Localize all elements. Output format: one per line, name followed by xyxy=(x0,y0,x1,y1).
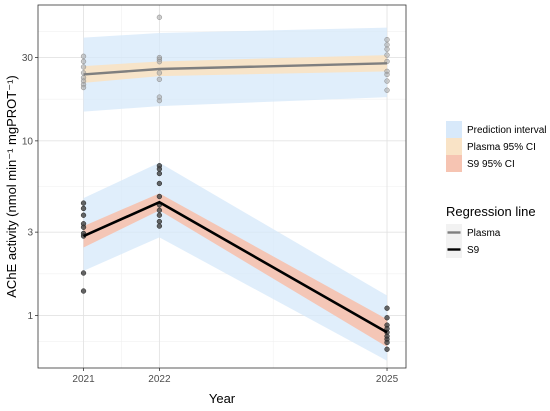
plasma-point xyxy=(384,87,390,93)
plasma-regression-line xyxy=(83,62,388,76)
legend-key-s9_ci xyxy=(446,155,462,172)
legend-label-plasma_ci: Plasma 95% CI xyxy=(467,142,536,153)
s9-point xyxy=(156,180,163,187)
plasma-point xyxy=(384,42,390,48)
s9-point xyxy=(156,207,163,213)
s9-point xyxy=(384,346,390,352)
y-tick-label: 3 xyxy=(27,228,33,239)
s9-point xyxy=(384,315,390,321)
s9-point xyxy=(384,305,390,311)
plot-area xyxy=(38,5,406,368)
y-tick-label: 1 xyxy=(27,311,33,322)
s9-point xyxy=(80,270,87,276)
y-axis-title: AChE activity (nmol min⁻¹ mgPROT⁻¹) xyxy=(4,75,19,297)
x-tick-label: 2022 xyxy=(148,374,171,385)
legend-label-s9: S9 xyxy=(467,245,480,256)
s9-point xyxy=(80,288,87,294)
axes: 1 3 10 30 2021 2022 2025 xyxy=(22,4,407,385)
s9-point xyxy=(156,223,163,229)
s9-regression-line xyxy=(82,200,388,334)
plasma-point xyxy=(384,78,390,84)
plasma-point xyxy=(156,14,163,20)
legend: Prediction interval Plasma 95% CI S9 95% C… xyxy=(446,121,546,258)
plasma-point xyxy=(156,70,163,76)
plasma-point xyxy=(80,84,87,91)
s9-point xyxy=(80,212,87,218)
x-tick-label: 2021 xyxy=(72,374,95,385)
s9-point xyxy=(80,200,87,206)
legend-label-plasma: Plasma xyxy=(467,228,501,239)
s9-point xyxy=(80,224,87,230)
line-legend-title: Regression line xyxy=(446,204,536,219)
x-tick-label: 2025 xyxy=(376,374,399,385)
s9-point xyxy=(80,205,87,212)
s9-point xyxy=(156,218,163,225)
s9-point xyxy=(156,193,163,200)
x-axis-title: Year xyxy=(209,391,236,406)
plasma-point xyxy=(384,46,390,52)
plasma-point xyxy=(80,64,87,70)
y-tick-label: 30 xyxy=(22,53,34,64)
s9-point xyxy=(384,339,390,346)
plasma-point xyxy=(80,58,87,65)
legend-key-plasma_ci xyxy=(446,138,462,155)
s9-point xyxy=(156,166,163,172)
plasma-point xyxy=(384,71,390,78)
s9-point xyxy=(156,170,163,177)
plasma-point xyxy=(80,53,87,59)
panel-border xyxy=(37,4,407,369)
plasma-point xyxy=(384,36,390,43)
plasma-point xyxy=(384,52,390,58)
legend-key-prediction xyxy=(446,121,462,138)
plasma-point xyxy=(156,97,163,104)
plasma-point xyxy=(156,59,163,65)
legend-label-s9_ci: S9 95% CI xyxy=(467,159,515,170)
plasma-point xyxy=(156,76,163,83)
legend-label-prediction: Prediction interval xyxy=(467,125,546,136)
s9-point xyxy=(156,212,163,218)
y-tick-label: 10 xyxy=(22,136,34,147)
